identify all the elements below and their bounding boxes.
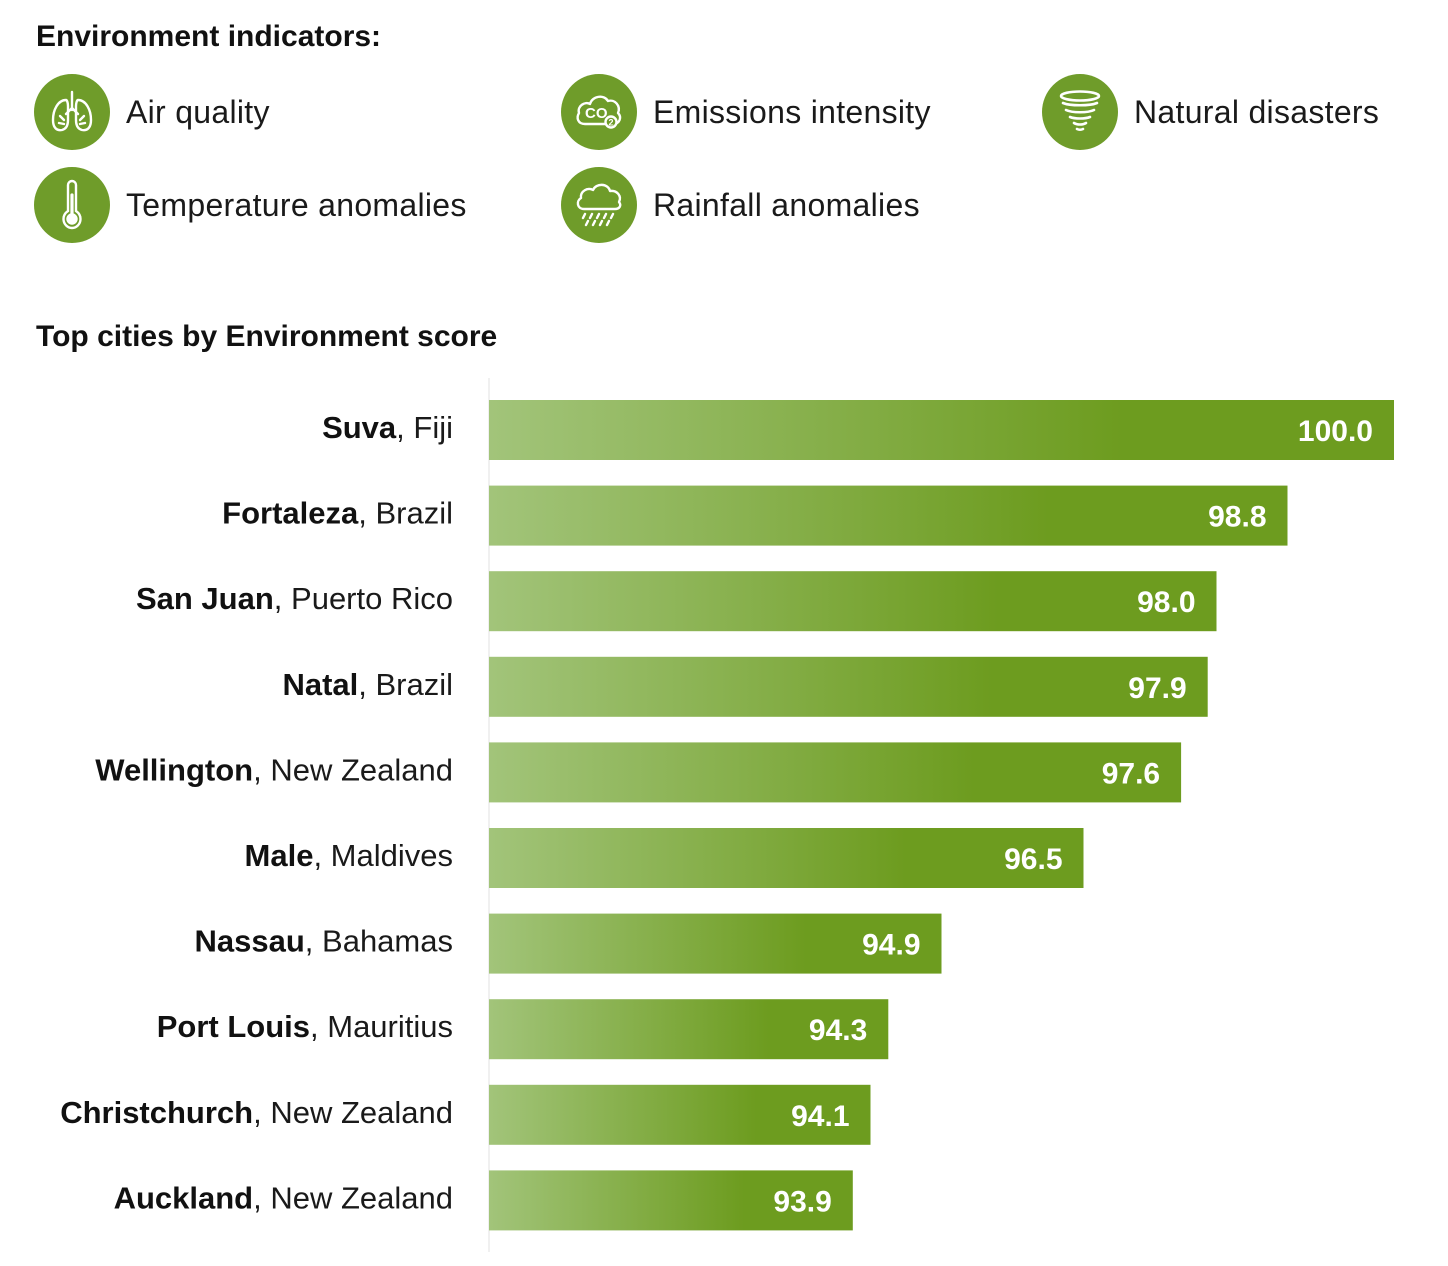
co2-icon: CO 2 (561, 74, 637, 150)
category-country: , Fiji (396, 410, 453, 445)
indicator-label: Air quality (126, 93, 270, 130)
bar-suva (489, 400, 1394, 460)
category-city: Port Louis (157, 1009, 310, 1044)
bar-value-label: 98.0 (1137, 586, 1195, 619)
category-city: Nassau (195, 924, 305, 959)
svg-text:CO: CO (585, 105, 608, 122)
bar-male (489, 828, 1084, 888)
bar-value-label: 94.1 (791, 1100, 849, 1133)
category-country: , Bahamas (305, 924, 453, 959)
category-city: Auckland (114, 1180, 254, 1215)
indicators-heading: Environment indicators: (36, 20, 382, 53)
category-label: San Juan, Puerto Rico (136, 581, 453, 616)
category-label: Auckland, New Zealand (114, 1180, 453, 1215)
bar-port-louis (489, 999, 889, 1060)
category-label: Nassau, Bahamas (195, 924, 454, 959)
category-country: , Mauritius (310, 1009, 453, 1044)
category-city: Natal (282, 667, 358, 702)
category-label: Fortaleza, Brazil (222, 496, 453, 531)
category-city: Wellington (95, 752, 253, 787)
category-city: Suva (322, 410, 397, 445)
bar-value-label: 98.8 (1208, 501, 1266, 534)
bar-wellington (489, 742, 1182, 803)
bar-san-juan (489, 571, 1217, 632)
category-city: Male (245, 838, 314, 873)
category-city: Fortaleza (222, 496, 359, 531)
indicator-air-quality: Air quality (34, 73, 270, 151)
category-country: , Brazil (358, 496, 453, 531)
indicator-label: Temperature anomalies (126, 186, 467, 223)
svg-text:2: 2 (609, 118, 614, 128)
bar-value-label: 94.9 (862, 929, 920, 962)
category-label: Natal, Brazil (282, 667, 453, 702)
category-country: , New Zealand (253, 1095, 453, 1130)
category-label: Wellington, New Zealand (95, 752, 453, 787)
tornado-icon (1042, 74, 1118, 150)
bar-auckland (489, 1170, 853, 1231)
category-label: Male, Maldives (245, 838, 453, 873)
bar-value-label: 96.5 (1004, 843, 1062, 876)
lungs-icon (34, 74, 110, 150)
indicator-label: Rainfall anomalies (653, 186, 920, 223)
indicator-natural-disasters: Natural disasters (1042, 73, 1379, 151)
category-city: San Juan (136, 581, 274, 616)
bar-christchurch (489, 1084, 871, 1145)
category-country: , New Zealand (253, 1180, 453, 1215)
indicator-temperature-anomalies: Temperature anomalies (34, 166, 467, 244)
indicator-rainfall-anomalies: Rainfall anomalies (561, 166, 920, 244)
category-label: Port Louis, Mauritius (157, 1009, 453, 1044)
bar-natal (489, 656, 1208, 717)
bar-value-label: 94.3 (809, 1014, 867, 1047)
category-label: Christchurch, New Zealand (60, 1095, 453, 1130)
bar-fortaleza (489, 485, 1288, 546)
thermometer-icon (34, 167, 110, 243)
category-country: , Puerto Rico (274, 581, 453, 616)
indicator-label: Natural disasters (1134, 93, 1380, 130)
category-country: , Maldives (313, 838, 453, 873)
indicator-emissions-intensity: CO 2 Emissions intensity (561, 73, 931, 151)
bar-nassau (489, 913, 942, 974)
chart-title: Top cities by Environment score (36, 320, 498, 353)
bar-value-label: 97.9 (1128, 672, 1186, 705)
rain-cloud-icon (561, 167, 637, 243)
category-country: , Brazil (358, 667, 453, 702)
category-label: Suva, Fiji (322, 410, 453, 445)
bar-value-label: 93.9 (773, 1185, 831, 1218)
category-city: Christchurch (60, 1095, 253, 1130)
indicator-label: Emissions intensity (653, 93, 931, 130)
bar-value-label: 97.6 (1102, 757, 1160, 790)
category-country: , New Zealand (253, 752, 453, 787)
bar-value-label: 100.0 (1298, 415, 1373, 448)
